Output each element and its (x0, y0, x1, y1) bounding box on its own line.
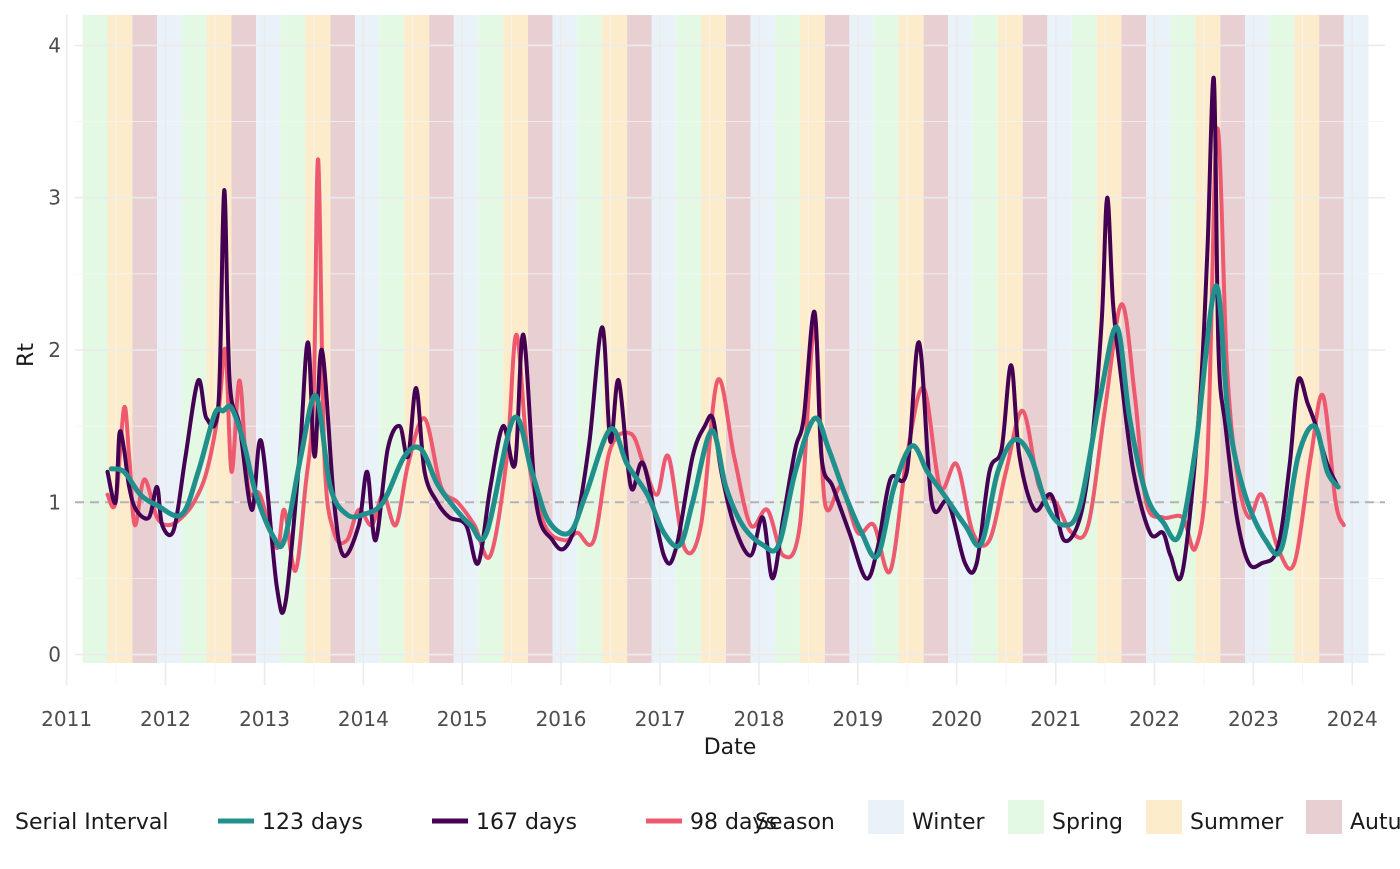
legend-key-winter (868, 800, 904, 834)
legend-key-summer (1146, 800, 1182, 834)
season-band-spring (478, 15, 504, 663)
season-band-summer (898, 15, 924, 663)
x-tick-label: 2022 (1129, 707, 1180, 731)
season-band-summer (404, 15, 430, 663)
season-band-autumn (923, 15, 949, 663)
season-band-summer (107, 15, 133, 663)
y-tick-label: 3 (48, 186, 61, 210)
season-band-winter (256, 15, 281, 663)
y-tick-label: 0 (48, 643, 61, 667)
season-band-spring (1170, 15, 1196, 663)
season-band-autumn (429, 15, 454, 663)
series-line-123-days (108, 283, 1341, 560)
season-band-autumn (824, 15, 850, 663)
season-band-spring (379, 15, 405, 663)
x-tick-label: 2016 (536, 707, 587, 731)
x-axis-title: Date (704, 735, 757, 760)
legend-key-autumn (1306, 800, 1342, 834)
season-band-autumn (1022, 15, 1048, 663)
x-tick-label: 2018 (734, 707, 785, 731)
legend-label-autumn: Autumn (1350, 810, 1400, 835)
season-band-autumn (725, 15, 751, 663)
season-band-winter (1343, 15, 1369, 663)
legend-label-spring: Spring (1052, 810, 1123, 835)
x-tick-label: 2012 (140, 707, 191, 731)
season-band-spring (676, 15, 702, 663)
season-band-autumn (528, 15, 553, 663)
legend-label-winter: Winter (912, 810, 985, 835)
y-axis-title: Rt (14, 343, 39, 367)
legend: Serial Interval 123 days 167 days 98 daysSe… (15, 800, 1400, 835)
season-band-winter (552, 15, 578, 663)
season-band-autumn (627, 15, 652, 663)
axis-labels: 0 1 2 3 4 2011 2012 2013 2014 2015 2016 2017 2018 201… (41, 33, 1378, 731)
y-tick-label: 2 (48, 338, 61, 362)
x-tick-label: 2024 (1327, 707, 1378, 731)
season-band-summer (305, 15, 331, 663)
season-band-winter (948, 15, 973, 663)
x-tick-label: 2020 (931, 707, 982, 731)
season-band-winter (1146, 15, 1171, 663)
x-tick-label: 2019 (832, 707, 883, 731)
season-band-autumn (1121, 15, 1147, 663)
legend-label-167-days: 167 days (476, 810, 577, 835)
x-tick-label: 2015 (437, 707, 488, 731)
x-tick-label: 2021 (1030, 707, 1081, 731)
y-tick-label: 1 (48, 490, 61, 514)
season-band-autumn (330, 15, 355, 663)
season-band-winter (453, 15, 479, 663)
y-tick-label: 4 (48, 33, 61, 57)
series-lines (105, 75, 1346, 615)
season-band-spring (774, 15, 800, 663)
season-band-winter (750, 15, 775, 663)
legend-title-season: Season (755, 810, 835, 835)
season-band-autumn (132, 15, 158, 663)
legend-label-summer: Summer (1190, 810, 1284, 835)
season-band-winter (157, 15, 182, 663)
x-tick-label: 2023 (1228, 707, 1279, 731)
x-tick-label: 2014 (338, 707, 389, 731)
season-band-summer (602, 15, 628, 663)
season-band-spring (181, 15, 207, 663)
gridlines (65, 15, 1385, 685)
season-band-summer (997, 15, 1023, 663)
season-band-winter (354, 15, 380, 663)
season-band-spring (1269, 15, 1295, 663)
legend-label-123-days: 123 days (262, 810, 363, 835)
season-band-autumn (231, 15, 257, 663)
season-band-summer (1294, 15, 1320, 663)
season-bands (82, 15, 1369, 663)
season-band-autumn (1319, 15, 1344, 663)
x-tick-label: 2017 (635, 707, 686, 731)
season-band-spring (1071, 15, 1097, 663)
legend-key-spring (1008, 800, 1044, 834)
season-band-winter (651, 15, 677, 663)
season-band-spring (82, 15, 108, 663)
x-tick-label: 2011 (41, 707, 92, 731)
season-band-winter (1047, 15, 1072, 663)
legend-title-serial-interval: Serial Interval (15, 810, 169, 835)
x-tick-label: 2013 (239, 707, 290, 731)
season-band-winter (1245, 15, 1270, 663)
season-band-summer (701, 15, 726, 663)
legend-label-98-days: 98 days (690, 810, 777, 835)
